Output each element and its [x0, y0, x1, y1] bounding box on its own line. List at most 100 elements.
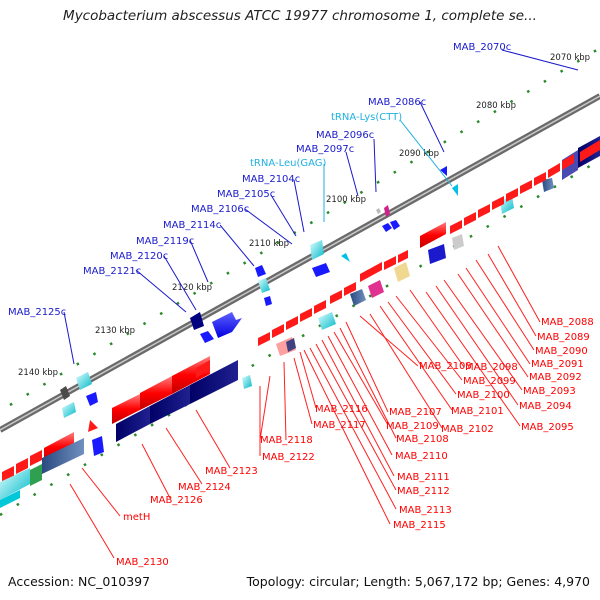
gene-block — [76, 372, 92, 390]
gene-block — [394, 262, 410, 282]
gene-label: MAB_2101 — [451, 406, 504, 417]
gene-arrow — [580, 140, 600, 162]
gene-arrow — [330, 290, 342, 304]
gene-arrow — [344, 282, 356, 296]
gene-block — [116, 406, 150, 442]
gene-arrow — [548, 163, 560, 178]
gene-label: MAB_2095 — [521, 422, 574, 433]
gene-label: MAB_2105c — [217, 189, 275, 200]
gene-arrow — [196, 360, 210, 378]
gene-label: MAB_2117 — [313, 420, 366, 431]
gene-block — [190, 360, 238, 404]
gene-arrow — [16, 458, 28, 474]
gene-block — [0, 490, 20, 508]
gene-label: MAB_2120c — [110, 251, 168, 262]
gene-arrow — [382, 223, 392, 232]
kbp-label: 2140 kbp — [18, 368, 58, 378]
gene-arrow — [255, 265, 266, 277]
gene-label: MAB_2113 — [399, 505, 452, 516]
gene-label: MAB_2116 — [315, 404, 368, 415]
gene-arrow — [30, 450, 42, 466]
gene-label: MAB_2094 — [519, 401, 572, 412]
gene-arrow — [2, 466, 14, 482]
reverse-labels[interactable]: MAB_2070c MAB_2086c MAB_2096c MAB_2097c … — [8, 42, 511, 318]
gene-arrow — [420, 222, 446, 248]
gene-arrow — [562, 154, 574, 170]
gene-arrow — [520, 180, 532, 194]
gene-arrow — [384, 256, 396, 270]
gene-label: MAB_2122 — [262, 452, 315, 463]
gene-label: MAB_2123 — [205, 466, 258, 477]
gene-label: MAB_2098 — [465, 362, 518, 373]
gene-arrow — [88, 420, 98, 432]
gene-arrow — [312, 263, 330, 277]
gene-arrow — [300, 308, 312, 322]
gene-arrow — [264, 296, 272, 306]
gene-block — [452, 234, 464, 250]
gene-arrow — [286, 316, 298, 330]
gene-label: MAB_2126 — [150, 495, 203, 506]
kbp-label: 2080 kbp — [476, 101, 516, 111]
trna-marker — [341, 253, 350, 262]
kbp-label: 2110 kbp — [249, 239, 289, 249]
kbp-label: 2120 kbp — [172, 283, 212, 293]
gene-block — [62, 402, 76, 418]
gene-arrow — [478, 204, 490, 218]
forward-leader-lines — [69, 245, 541, 559]
gene-label: metH — [123, 512, 150, 523]
gene-arrow — [450, 220, 462, 234]
gene-label: MAB_2108 — [396, 434, 449, 445]
gene-block — [42, 438, 84, 474]
gene-arrow — [464, 212, 476, 226]
gene-arrow — [272, 324, 284, 338]
gene-block — [350, 289, 366, 306]
gene-arrow — [212, 312, 242, 338]
gene-label: MAB_2114c — [163, 220, 221, 231]
gene-label: MAB_2103 — [419, 361, 472, 372]
chromosome-backbone — [0, 93, 600, 433]
gene-label: MAB_2096c — [316, 130, 374, 141]
kbp-label: 2090 kbp — [399, 149, 439, 159]
reverse-strand-features[interactable] — [60, 136, 600, 418]
trna-label: tRNA-Leu(GAG) — [250, 158, 327, 169]
gene-arrow — [398, 250, 408, 263]
gene-block — [242, 375, 252, 389]
gene-label: MAB_2130 — [116, 557, 169, 568]
trna-marker — [452, 184, 458, 196]
gene-label: MAB_2090 — [535, 346, 588, 357]
gene-block — [542, 178, 554, 192]
kbp-label: 2070 kbp — [550, 53, 590, 63]
gene-label: MAB_2119c — [136, 236, 194, 247]
gene-label: MAB_2091 — [531, 359, 584, 370]
gene-block — [258, 278, 270, 293]
summary-text: Topology: circular; Length: 5,067,172 bp… — [246, 574, 590, 589]
gene-block — [112, 394, 140, 424]
gene-block — [190, 312, 204, 330]
gene-arrow — [440, 166, 447, 176]
gene-block — [92, 436, 104, 456]
gene-label: MAB_2110 — [395, 451, 448, 462]
gene-block — [428, 244, 446, 264]
gene-arrow — [314, 300, 326, 314]
gene-arrow — [534, 172, 546, 186]
gene-label: MAB_2088 — [541, 317, 594, 328]
gene-block — [376, 208, 381, 214]
gene-block — [140, 376, 172, 410]
gene-label: MAB_2111 — [397, 472, 450, 483]
gene-label: MAB_2089 — [537, 332, 590, 343]
gene-label: MAB_2118 — [260, 435, 313, 446]
gene-block — [286, 338, 296, 352]
gene-block — [60, 386, 70, 400]
forward-strand-features[interactable] — [0, 140, 600, 508]
gene-label: MAB_2104c — [242, 174, 300, 185]
gene-arrow — [360, 262, 382, 282]
trna-label: tRNA-Lys(CTT) — [331, 112, 402, 123]
gene-label: MAB_2115 — [393, 520, 446, 531]
gene-label: MAB_2100 — [457, 390, 510, 401]
gene-label: MAB_2125c — [8, 307, 66, 318]
trna-leader-lines — [323, 119, 453, 222]
gene-arrow — [200, 331, 214, 343]
forward-labels[interactable]: MAB_2088 MAB_2089 MAB_2090 MAB_2091 MAB_… — [116, 317, 594, 568]
gene-block — [318, 312, 336, 330]
